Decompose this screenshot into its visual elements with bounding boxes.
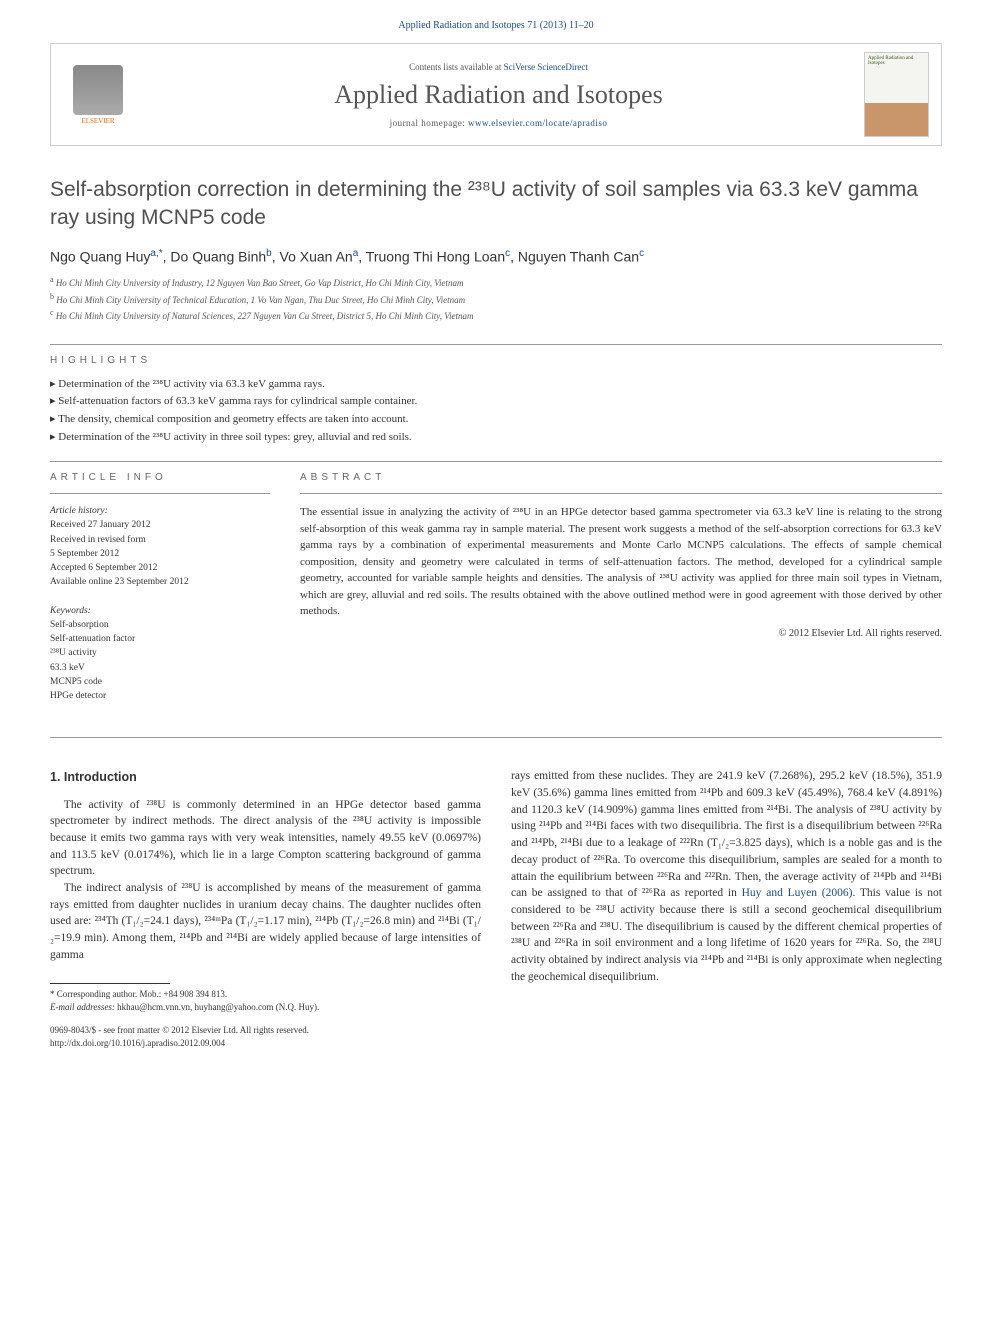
journal-header-box: ELSEVIER Contents lists available at Sci…	[50, 43, 942, 146]
header-center: Contents lists available at SciVerse Sci…	[133, 62, 864, 128]
abstract-label: ABSTRACT	[300, 472, 942, 483]
info-abstract-row: ARTICLE INFO Article history:Received 27…	[50, 472, 942, 717]
keyword-item: Self-absorption	[50, 618, 270, 632]
footnote-divider	[50, 983, 170, 984]
abstract-text: The essential issue in analyzing the act…	[300, 504, 942, 620]
keyword-item: ²³⁸U activity	[50, 646, 270, 660]
journal-cover-thumbnail: Applied Radiation and Isotopes	[864, 52, 929, 137]
divider	[50, 493, 270, 494]
sciencedirect-link[interactable]: SciVerse ScienceDirect	[504, 62, 588, 72]
elsevier-tree-icon	[73, 65, 123, 115]
highlights-list: Determination of the ²³⁸U activity via 6…	[50, 376, 942, 446]
contents-prefix: Contents lists available at	[409, 62, 503, 72]
homepage-line: journal homepage: www.elsevier.com/locat…	[133, 118, 864, 128]
divider	[50, 344, 942, 345]
history-line: Accepted 6 September 2012	[50, 561, 270, 575]
front-matter-line: 0969-8043/$ - see front matter © 2012 El…	[50, 1024, 481, 1037]
history-line: Received 27 January 2012	[50, 518, 270, 532]
abstract-column: ABSTRACT The essential issue in analyzin…	[300, 472, 942, 717]
affiliation-line: c Ho Chi Minh City University of Natural…	[50, 307, 942, 324]
cover-label: Applied Radiation and Isotopes	[868, 56, 913, 66]
body-left-column: 1. Introduction The activity of ²³⁸U is …	[50, 768, 481, 1049]
keyword-item: 63.3 keV	[50, 661, 270, 675]
affiliation-line: a Ho Chi Minh City University of Industr…	[50, 274, 942, 291]
email-footnote: E-mail addresses: hkhau@hcm.vnn.vn, huyh…	[50, 1001, 481, 1014]
body-columns: 1. Introduction The activity of ²³⁸U is …	[50, 768, 942, 1049]
history-header: Article history:	[50, 504, 270, 518]
article-title: Self-absorption correction in determinin…	[50, 176, 942, 233]
keywords-header: Keywords:	[50, 604, 270, 618]
doi-link[interactable]: http://dx.doi.org/10.1016/j.apradiso.201…	[50, 1037, 481, 1050]
homepage-prefix: journal homepage:	[390, 118, 468, 128]
highlight-item: Determination of the ²³⁸U activity in th…	[50, 429, 942, 447]
history-line: 5 September 2012	[50, 547, 270, 561]
intro-paragraph-1: The activity of ²³⁸U is commonly determi…	[50, 797, 481, 880]
elsevier-logo: ELSEVIER	[63, 57, 133, 132]
article-info-column: ARTICLE INFO Article history:Received 27…	[50, 472, 270, 717]
affiliation-line: b Ho Chi Minh City University of Technic…	[50, 291, 942, 308]
divider	[50, 461, 942, 462]
publisher-name: ELSEVIER	[81, 117, 114, 125]
contents-line: Contents lists available at SciVerse Sci…	[133, 62, 864, 72]
highlight-item: The density, chemical composition and ge…	[50, 411, 942, 429]
intro-paragraph-2: The indirect analysis of ²³⁸U is accompl…	[50, 880, 481, 963]
copyright-line: © 2012 Elsevier Ltd. All rights reserved…	[300, 628, 942, 639]
history-line: Available online 23 September 2012	[50, 575, 270, 589]
body-right-column: rays emitted from these nuclides. They a…	[511, 768, 942, 1049]
email-label: E-mail addresses:	[50, 1002, 115, 1012]
email-addresses: hkhau@hcm.vnn.vn, huyhang@yahoo.com (N.Q…	[117, 1002, 319, 1012]
highlight-item: Determination of the ²³⁸U activity via 6…	[50, 376, 942, 394]
corresponding-author-footnote: * Corresponding author. Mob.: +84 908 39…	[50, 988, 481, 1001]
citation-link[interactable]: Huy and Luyen (2006)	[742, 887, 853, 899]
keywords-block: Keywords:Self-absorptionSelf-attenuation…	[50, 604, 270, 704]
history-line: Received in revised form	[50, 533, 270, 547]
journal-name: Applied Radiation and Isotopes	[133, 80, 864, 110]
authors-line: Ngo Quang Huya,*, Do Quang Binhb, Vo Xua…	[50, 248, 942, 265]
divider	[50, 737, 942, 738]
intro-heading: 1. Introduction	[50, 768, 481, 786]
highlights-label: HIGHLIGHTS	[50, 355, 942, 366]
article-history: Article history:Received 27 January 2012…	[50, 504, 270, 590]
highlight-item: Self-attenuation factors of 63.3 keV gam…	[50, 393, 942, 411]
journal-reference: Applied Radiation and Isotopes 71 (2013)…	[50, 20, 942, 31]
keyword-item: MCNP5 code	[50, 675, 270, 689]
divider	[300, 493, 942, 494]
homepage-link[interactable]: www.elsevier.com/locate/apradiso	[468, 118, 607, 128]
keyword-item: HPGe detector	[50, 689, 270, 703]
intro-paragraph-3: rays emitted from these nuclides. They a…	[511, 768, 942, 985]
keyword-item: Self-attenuation factor	[50, 632, 270, 646]
article-info-label: ARTICLE INFO	[50, 472, 270, 483]
affiliations: a Ho Chi Minh City University of Industr…	[50, 274, 942, 324]
